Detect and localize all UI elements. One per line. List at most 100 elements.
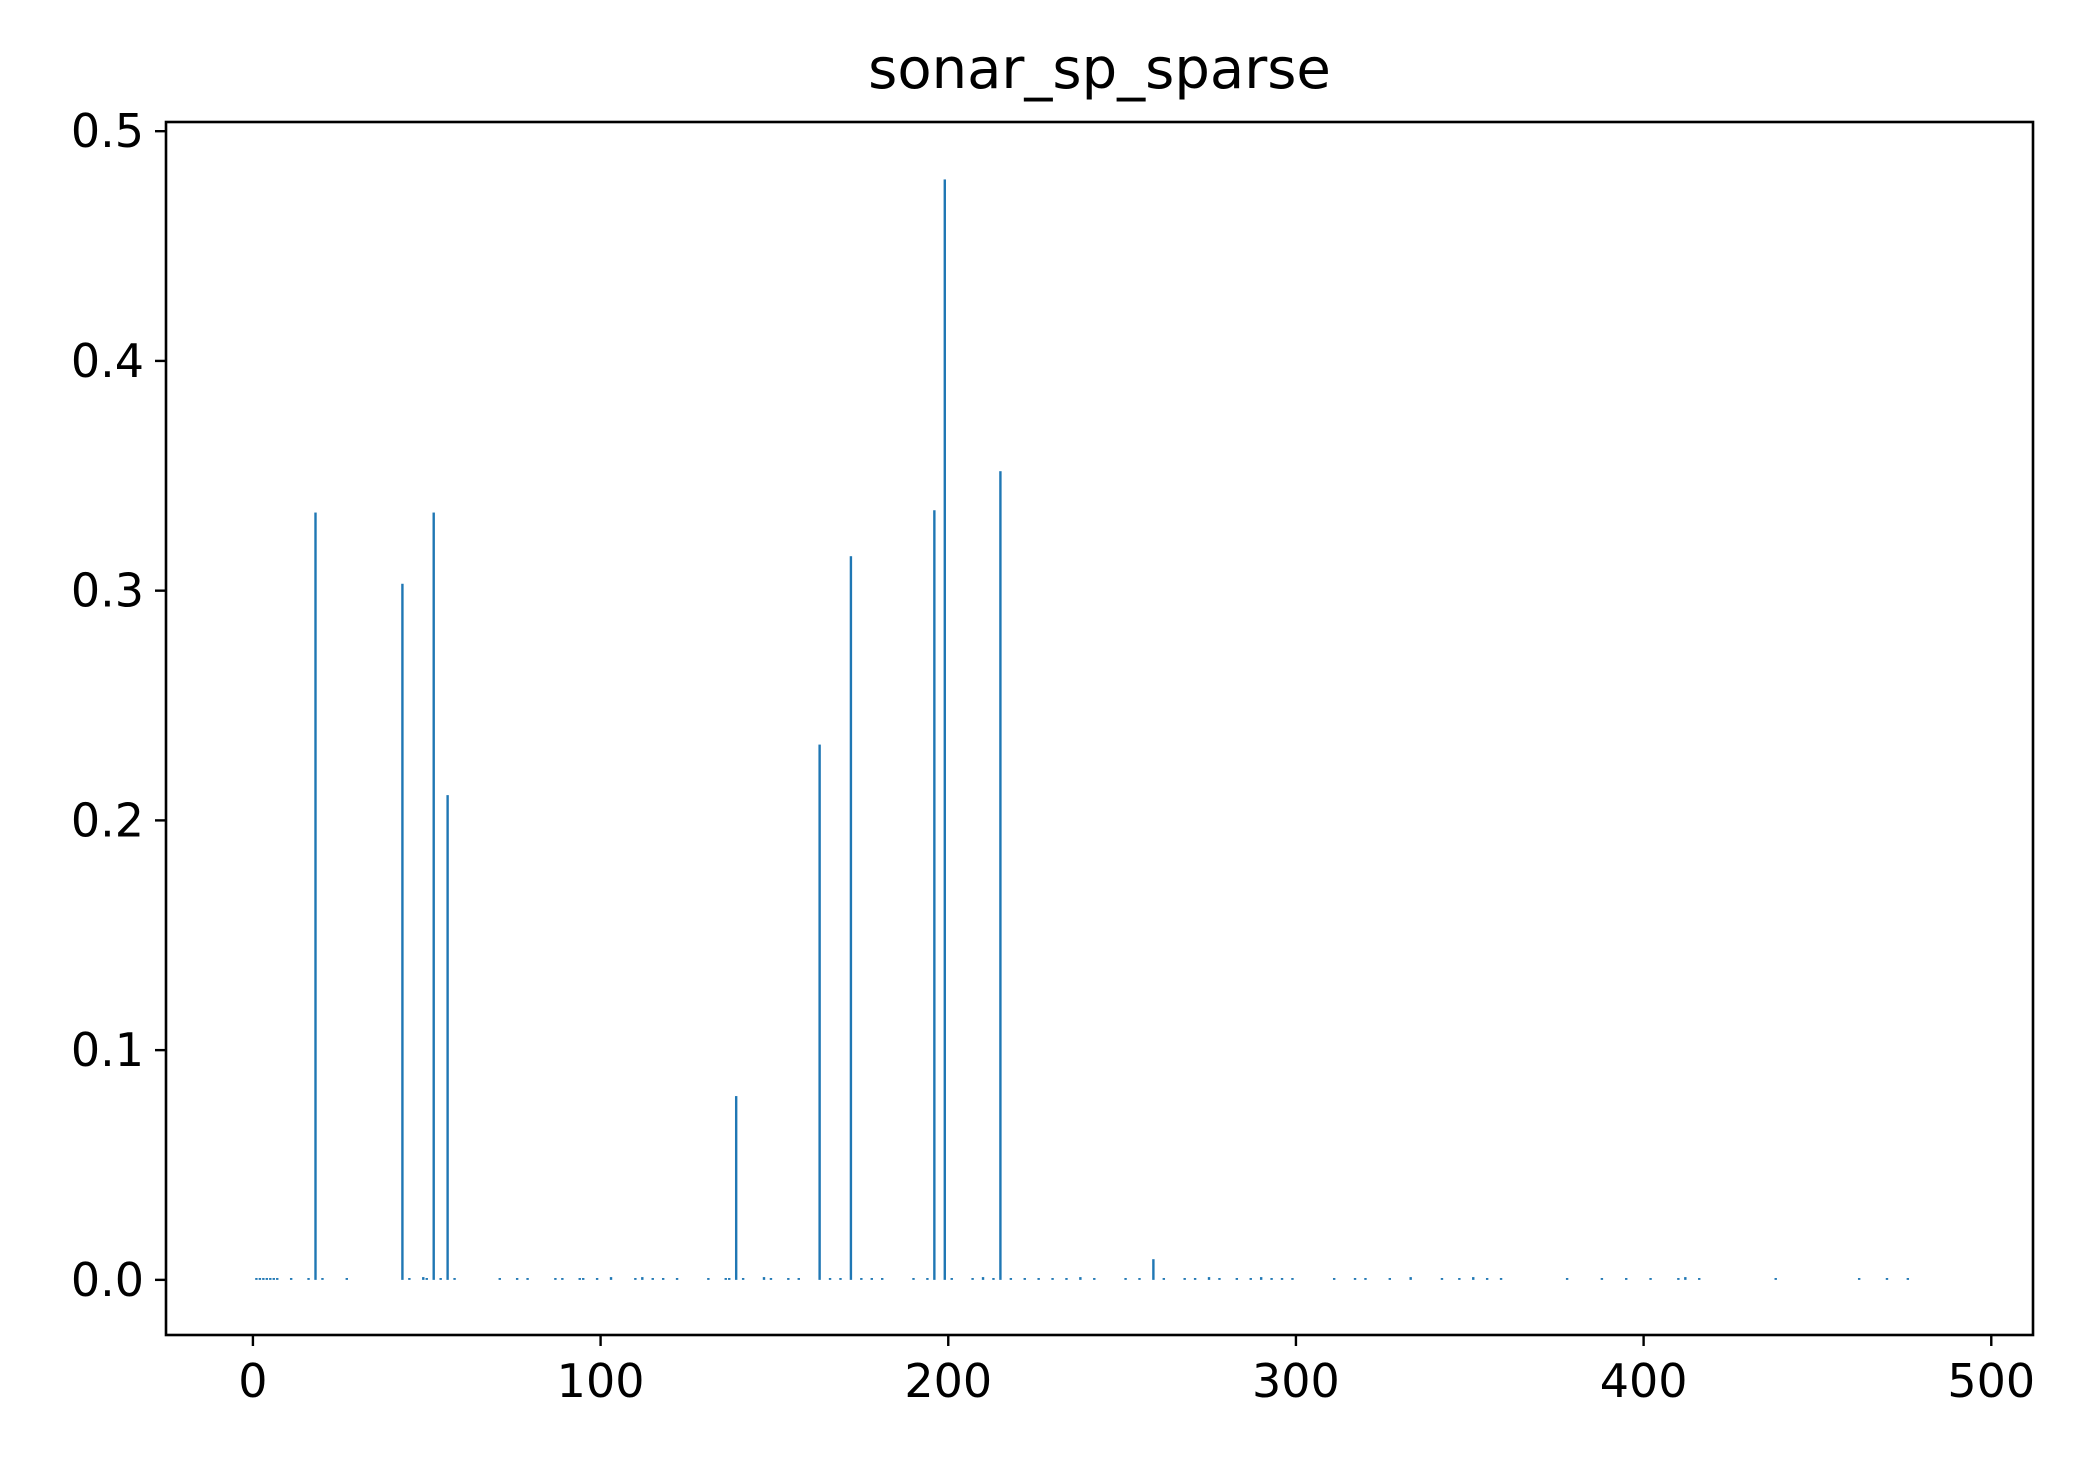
bar-x-199 bbox=[943, 179, 946, 1280]
y-tick-label: 0.2 bbox=[71, 793, 144, 847]
x-tick-label: 100 bbox=[557, 1354, 645, 1408]
x-tick-label: 300 bbox=[1252, 1354, 1340, 1408]
bar-x-118 bbox=[661, 1278, 665, 1280]
bar-x-178 bbox=[870, 1278, 873, 1280]
bar-x-139 bbox=[734, 1096, 738, 1280]
bar-x-166 bbox=[828, 1278, 832, 1280]
bar-x-16 bbox=[307, 1278, 310, 1280]
bar-x-181 bbox=[881, 1278, 884, 1280]
bar-x-149 bbox=[769, 1278, 773, 1280]
bar-x-147 bbox=[762, 1277, 766, 1280]
bar-x-278 bbox=[1218, 1278, 1221, 1280]
bar-x-234 bbox=[1065, 1278, 1068, 1280]
bar-x-136 bbox=[724, 1278, 727, 1280]
bar-x-230 bbox=[1051, 1278, 1054, 1280]
bar-x-196 bbox=[933, 510, 936, 1280]
bar-x-283 bbox=[1235, 1278, 1239, 1280]
bar-x-6 bbox=[272, 1278, 275, 1280]
bar-x-410 bbox=[1677, 1278, 1680, 1280]
chart-title: sonar_sp_sparse bbox=[868, 37, 1331, 102]
bar-x-49 bbox=[422, 1277, 425, 1280]
bar-x-296 bbox=[1280, 1278, 1284, 1280]
bar-x-87 bbox=[554, 1278, 557, 1280]
bar-x-320 bbox=[1364, 1278, 1367, 1280]
bar-x-58 bbox=[453, 1278, 456, 1280]
bar-x-218 bbox=[1009, 1278, 1013, 1280]
bar-x-52 bbox=[432, 512, 435, 1280]
bar-x-103 bbox=[609, 1277, 613, 1280]
bar-x-20 bbox=[321, 1278, 324, 1280]
bar-x-327 bbox=[1388, 1278, 1392, 1280]
bar-x-141 bbox=[741, 1278, 745, 1280]
bar-x-175 bbox=[860, 1278, 863, 1280]
bar-x-287 bbox=[1249, 1278, 1252, 1280]
x-tick-label: 0 bbox=[238, 1354, 267, 1408]
bar-x-99 bbox=[595, 1278, 599, 1280]
bar-x-27 bbox=[345, 1278, 348, 1280]
bar-x-194 bbox=[926, 1278, 929, 1280]
x-tick-label: 500 bbox=[1947, 1354, 2035, 1408]
bar-x-110 bbox=[634, 1278, 637, 1280]
bar-x-395 bbox=[1625, 1278, 1628, 1280]
bar-x-268 bbox=[1183, 1278, 1186, 1280]
bar-x-1 bbox=[255, 1278, 258, 1280]
bar-x-412 bbox=[1684, 1277, 1687, 1280]
bar-x-3 bbox=[262, 1278, 265, 1280]
bar-x-213 bbox=[992, 1278, 995, 1280]
bar-x-388 bbox=[1600, 1278, 1604, 1280]
bar-x-210 bbox=[981, 1277, 985, 1280]
bar-x-416 bbox=[1698, 1278, 1701, 1280]
bar-x-154 bbox=[787, 1278, 790, 1280]
x-tick-label: 400 bbox=[1600, 1354, 1688, 1408]
bar-x-112 bbox=[641, 1277, 644, 1280]
bar-x-76 bbox=[515, 1278, 519, 1280]
bar-x-131 bbox=[707, 1278, 710, 1280]
bar-x-251 bbox=[1124, 1278, 1127, 1280]
bar-x-11 bbox=[289, 1278, 293, 1280]
bar-x-378 bbox=[1565, 1278, 1569, 1280]
bar-x-462 bbox=[1857, 1278, 1861, 1280]
bar-x-18 bbox=[314, 512, 317, 1280]
bar-x-207 bbox=[971, 1278, 974, 1280]
bar-x-333 bbox=[1409, 1277, 1412, 1280]
bar-x-122 bbox=[675, 1278, 679, 1280]
bar-x-89 bbox=[561, 1278, 564, 1280]
bar-x-359 bbox=[1499, 1278, 1503, 1280]
bar-x-2 bbox=[258, 1278, 262, 1280]
bar-x-215 bbox=[999, 471, 1002, 1280]
bar-x-317 bbox=[1353, 1278, 1357, 1280]
bar-x-290 bbox=[1259, 1277, 1263, 1280]
bar-x-45 bbox=[408, 1278, 411, 1280]
bar-x-311 bbox=[1332, 1278, 1336, 1280]
bar-x-172 bbox=[849, 556, 853, 1280]
bar-x-79 bbox=[526, 1278, 529, 1280]
bar-x-5 bbox=[269, 1278, 272, 1280]
y-tick-label: 0.4 bbox=[71, 334, 144, 388]
bar-x-476 bbox=[1906, 1278, 1910, 1280]
bar-x-43 bbox=[401, 583, 404, 1280]
y-tick-label: 0.1 bbox=[71, 1023, 144, 1077]
y-tick-label: 0.3 bbox=[71, 564, 144, 618]
bar-x-259 bbox=[1152, 1259, 1155, 1280]
bar-x-293 bbox=[1270, 1278, 1273, 1280]
ticks-layer: 0 100 200 300 400 500 0.0 0.1 0.2 0.3 0.4 0.5 bbox=[71, 104, 2035, 1408]
bar-x-94 bbox=[578, 1278, 581, 1280]
bar-x-169 bbox=[839, 1278, 842, 1280]
bar-x-222 bbox=[1023, 1278, 1026, 1280]
bar-x-190 bbox=[912, 1278, 915, 1280]
x-tick-label: 200 bbox=[904, 1354, 992, 1408]
bar-x-50 bbox=[425, 1278, 428, 1280]
bar-x-4 bbox=[265, 1278, 269, 1280]
bar-x-438 bbox=[1774, 1278, 1777, 1280]
bar-x-7 bbox=[276, 1278, 279, 1280]
bar-x-137 bbox=[728, 1278, 731, 1280]
bar-x-163 bbox=[818, 744, 821, 1280]
bar-x-299 bbox=[1291, 1278, 1294, 1280]
bar-x-201 bbox=[950, 1278, 953, 1280]
bar-x-71 bbox=[498, 1278, 501, 1280]
bar-x-262 bbox=[1162, 1278, 1166, 1280]
bar-x-226 bbox=[1037, 1278, 1040, 1280]
